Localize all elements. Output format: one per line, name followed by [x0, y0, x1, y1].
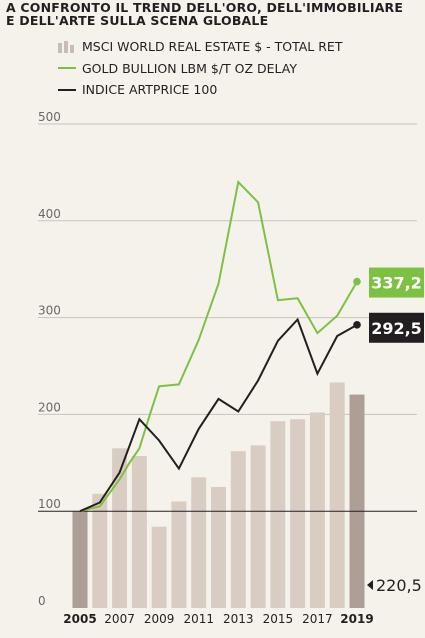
- bar: [230, 451, 246, 608]
- bar: [191, 477, 207, 608]
- bar: [250, 445, 266, 608]
- y-tick-label: 200: [38, 400, 61, 414]
- chart-title: A CONFRONTO IL TREND DELL'ORO, DELL'IMMO…: [6, 1, 421, 27]
- gold-series-end-point: [353, 277, 361, 286]
- x-tick-label: 2015: [263, 612, 294, 626]
- art-series-end-point: [353, 321, 361, 329]
- bar: [309, 412, 325, 608]
- x-tick-label: 2017: [302, 612, 333, 626]
- art-end-value-label: 292,5: [371, 319, 422, 338]
- legend-item-real-estate: MSCI WORLD REAL ESTATE $ - TOTAL RET: [58, 36, 342, 58]
- chart-title-line-1: A CONFRONTO IL TREND DELL'ORO, DELL'IMMO…: [6, 0, 404, 15]
- bar: [290, 419, 306, 608]
- gold-end-value-label: 337,2: [371, 274, 422, 293]
- bar: [131, 456, 147, 608]
- bar: [211, 487, 226, 608]
- y-tick-label: 400: [38, 207, 61, 221]
- art-series-line: [79, 317, 358, 513]
- x-tick-label: 2009: [144, 612, 175, 626]
- bar: [349, 394, 365, 608]
- x-tick-label: 2011: [183, 612, 214, 626]
- gold-end-value-label-box: [369, 267, 424, 298]
- y-tick-label: 0: [38, 594, 46, 608]
- legend-gold-swatch: [58, 67, 76, 70]
- bar: [329, 382, 345, 608]
- bar: [92, 493, 108, 608]
- y-tick-label: 300: [38, 304, 61, 318]
- real-estate-end-arrow: [367, 580, 373, 590]
- legend-label-art: INDICE ARTPRICE 100: [82, 82, 218, 97]
- y-tick-label: 500: [38, 110, 61, 124]
- bar: [112, 448, 128, 608]
- x-tick-label: 2019: [340, 612, 373, 626]
- legend-item-art: INDICE ARTPRICE 100: [58, 79, 342, 101]
- y-tick-label: 100: [38, 497, 61, 511]
- art-end-value-label-box: [369, 312, 424, 343]
- legend-art-swatch: [58, 88, 76, 91]
- x-tick-label: 2005: [63, 612, 96, 626]
- bar: [72, 511, 88, 608]
- gold-series-line: [79, 180, 358, 513]
- bar: [270, 421, 286, 608]
- legend-label-real-estate: MSCI WORLD REAL ESTATE $ - TOTAL RET: [82, 39, 343, 54]
- real-estate-end-value-label: 220,5: [376, 576, 422, 595]
- chart-legend: MSCI WORLD REAL ESTATE $ - TOTAL RET GOL…: [58, 36, 342, 101]
- legend-label-gold: GOLD BULLION LBM $/T OZ DELAY: [82, 60, 298, 76]
- bar: [151, 526, 167, 608]
- x-tick-label: 2007: [104, 612, 135, 626]
- chart-title-line-2: E DELL'ARTE SULLA SCENA GLOBALE: [6, 13, 269, 28]
- legend-item-gold: GOLD BULLION LBM $/T OZ DELAY: [58, 58, 342, 80]
- legend-bars-swatch: [58, 40, 76, 53]
- x-tick-label: 2013: [223, 612, 254, 626]
- bar: [171, 501, 187, 608]
